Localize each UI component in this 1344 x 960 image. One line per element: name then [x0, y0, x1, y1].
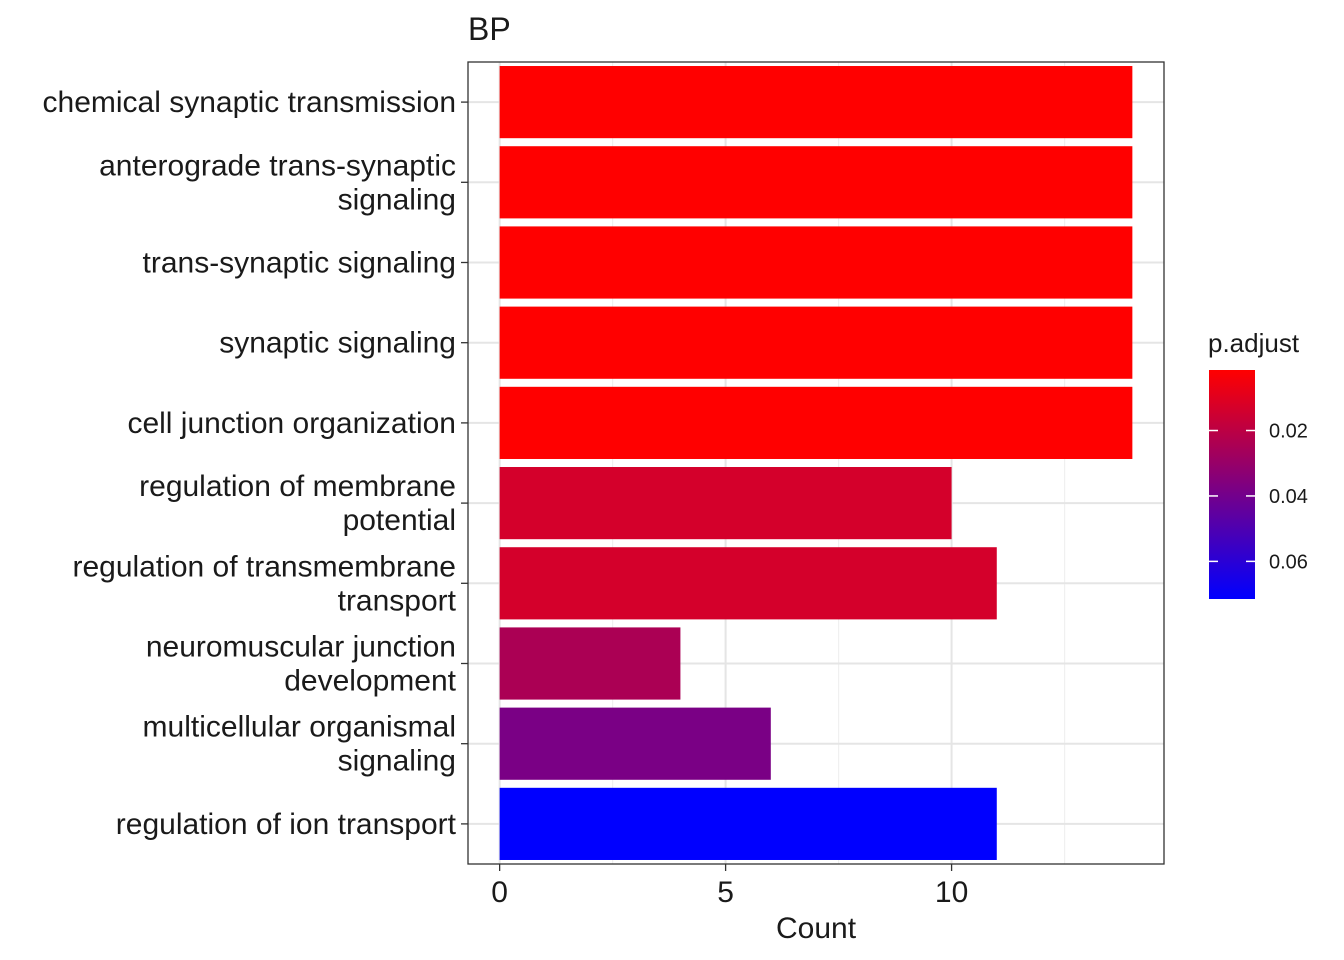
category-label: regulation of ion transport [116, 808, 457, 841]
chart-title: BP [468, 11, 511, 47]
legend-tick-label: 0.02 [1269, 421, 1308, 443]
legend-ticks: 0.02 0.04 0.06 [1209, 421, 1308, 573]
bars [499, 66, 1133, 860]
category-label: chemical synaptic transmission [43, 86, 456, 119]
category-label: regulation of membrane [139, 470, 456, 503]
bar [499, 386, 1133, 459]
x-tick-label: 5 [717, 876, 734, 909]
category-label: development [284, 665, 456, 698]
y-axis: chemical synaptic transmission anterograd… [43, 86, 468, 841]
bar [499, 787, 997, 860]
plot-border [467, 61, 1165, 865]
category-label: anterograde trans-synaptic [99, 149, 456, 182]
bar [499, 66, 1133, 139]
legend-title: p.adjust [1208, 328, 1300, 358]
category-label: neuromuscular junction [146, 631, 456, 664]
legend-tick-label: 0.06 [1269, 551, 1308, 573]
x-axis-title: Count [776, 912, 857, 945]
category-label: regulation of transmembrane [72, 550, 456, 583]
bar [499, 547, 997, 620]
category-label: synaptic signaling [219, 327, 456, 360]
category-label: cell junction organization [127, 407, 456, 440]
x-tick-label: 0 [491, 876, 508, 909]
category-label: signaling [338, 745, 456, 778]
bar [499, 467, 952, 540]
bar [499, 226, 1133, 299]
bar [499, 707, 771, 780]
x-axis: 0 5 10 [491, 864, 968, 909]
category-label: signaling [338, 183, 456, 216]
category-label: trans-synaptic signaling [143, 247, 457, 280]
category-label: potential [343, 504, 456, 537]
legend-colorbar [1209, 370, 1255, 599]
legend-tick-label: 0.04 [1269, 486, 1308, 508]
category-label: transport [338, 584, 457, 617]
bar [499, 627, 681, 700]
legend: p.adjust 0.02 0.04 0.06 [1208, 328, 1308, 599]
x-tick-label: 10 [935, 876, 968, 909]
bar [499, 306, 1133, 379]
category-label: multicellular organismal [143, 711, 456, 744]
bar [499, 146, 1133, 219]
